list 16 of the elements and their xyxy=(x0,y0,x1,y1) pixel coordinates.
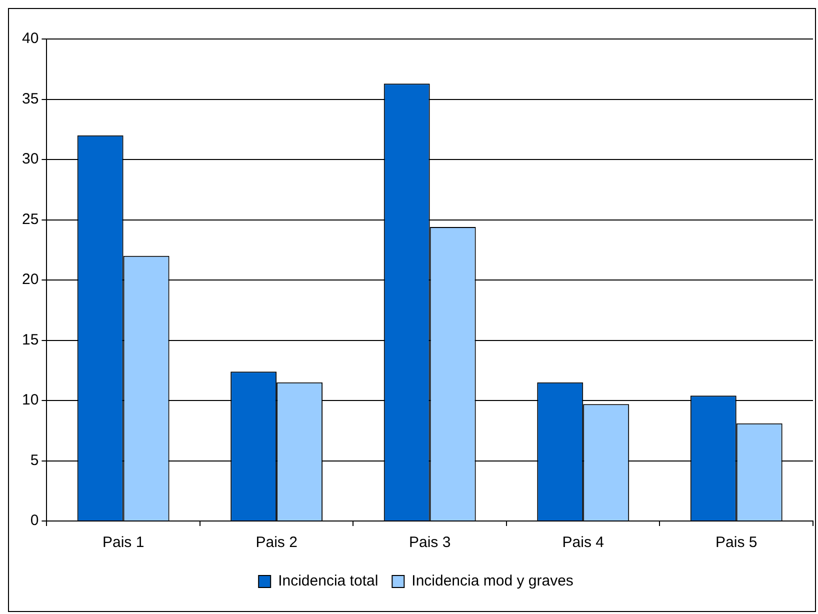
x-tick-label: Pais 4 xyxy=(562,534,604,552)
y-tick-label: 40 xyxy=(22,30,39,48)
legend-label: Incidencia total xyxy=(278,572,378,590)
y-tick-label: 20 xyxy=(22,271,39,288)
x-tick-label: Pais 5 xyxy=(716,534,758,552)
x-tick-label: Pais 3 xyxy=(408,534,451,552)
y-tick-label: 35 xyxy=(22,90,39,108)
legend-label: Incidencia mod y graves xyxy=(412,572,574,590)
y-tick-label: 25 xyxy=(22,210,39,228)
y-tick-label: 10 xyxy=(22,392,39,409)
x-tick-label: Pais 1 xyxy=(102,534,144,552)
y-tick-label: 5 xyxy=(30,452,39,469)
y-tick-label: 30 xyxy=(22,150,39,168)
y-tick-label: 0 xyxy=(30,512,39,530)
y-tick-label: 15 xyxy=(22,331,39,348)
x-tick-label: Pais 2 xyxy=(256,534,298,552)
